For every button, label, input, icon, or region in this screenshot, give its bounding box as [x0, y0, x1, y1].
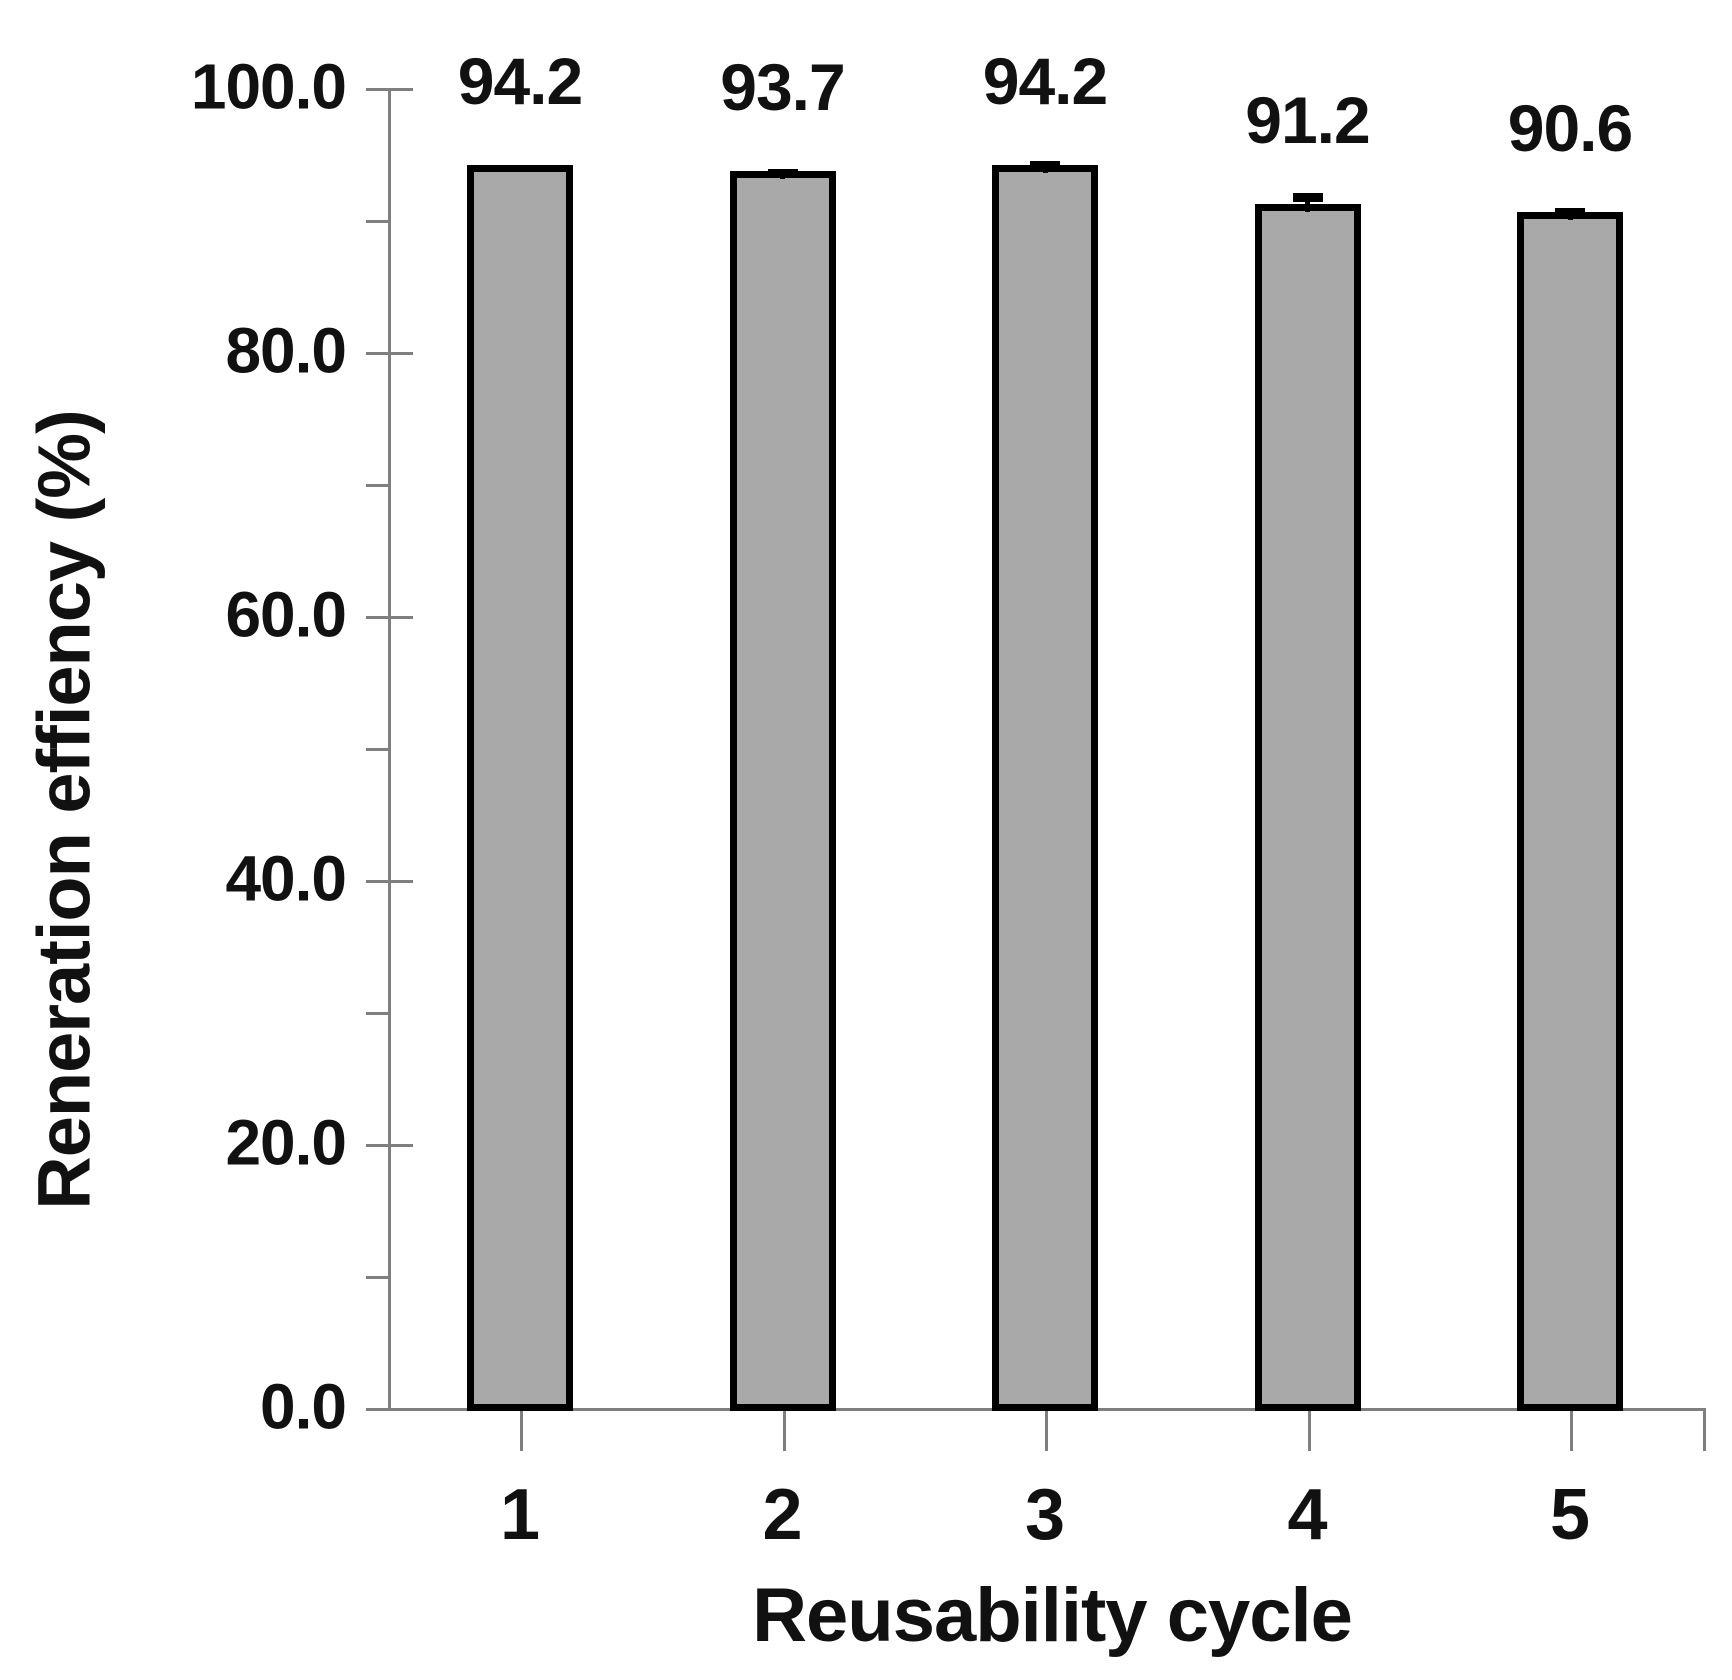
x-axis-title: Reusability cycle — [752, 1573, 1353, 1658]
y-major-tick — [366, 352, 413, 355]
y-tick-label: 100.0 — [190, 50, 347, 123]
bar — [992, 164, 1098, 1411]
bar — [1254, 204, 1361, 1411]
bar-value-label: 90.6 — [1507, 91, 1633, 166]
error-bar-cap — [1292, 192, 1323, 202]
error-bar-cap — [1555, 208, 1585, 218]
x-category-tick — [1307, 1411, 1311, 1451]
y-tick-label: 60.0 — [225, 578, 347, 651]
x-tick-label: 4 — [1287, 1475, 1328, 1555]
y-minor-tick — [366, 1276, 388, 1279]
bar-value-label: 93.7 — [720, 50, 845, 125]
y-tick-label: 80.0 — [225, 314, 347, 387]
x-category-tick — [782, 1411, 786, 1451]
bar-value-label: 94.2 — [457, 43, 583, 118]
x-tick-label: 3 — [1024, 1475, 1066, 1555]
x-tick-label: 5 — [1549, 1475, 1591, 1555]
y-axis-title: Reneration effiency (%) — [22, 410, 106, 1210]
y-minor-tick — [366, 748, 388, 751]
x-tick-label: 2 — [762, 1475, 803, 1555]
x-category-tick — [1045, 1411, 1048, 1451]
y-tick-label: 0.0 — [260, 1370, 347, 1443]
y-minor-tick — [366, 1012, 388, 1015]
y-major-tick — [366, 1144, 413, 1147]
bar — [467, 164, 573, 1411]
x-category-tick — [520, 1411, 523, 1451]
y-minor-tick — [366, 220, 388, 223]
y-minor-tick — [366, 484, 388, 487]
x-category-tick — [1570, 1411, 1573, 1451]
y-tick-label: 40.0 — [225, 842, 347, 915]
y-axis-line — [388, 88, 391, 1411]
x-tick-label: 1 — [499, 1475, 541, 1555]
error-bar-cap — [767, 168, 798, 178]
y-major-tick — [366, 1408, 413, 1411]
bar-value-label: 91.2 — [1245, 83, 1370, 158]
error-bar-whisker — [1305, 192, 1310, 213]
bar — [729, 171, 836, 1411]
y-major-tick — [366, 880, 413, 883]
y-major-tick — [366, 616, 413, 619]
error-bar-cap — [1030, 160, 1060, 170]
x-axis-end-tick — [1703, 1411, 1706, 1451]
y-major-tick — [366, 88, 413, 91]
y-tick-label: 20.0 — [225, 1106, 347, 1179]
bar — [1517, 212, 1623, 1411]
bar-value-label: 94.2 — [982, 43, 1108, 118]
